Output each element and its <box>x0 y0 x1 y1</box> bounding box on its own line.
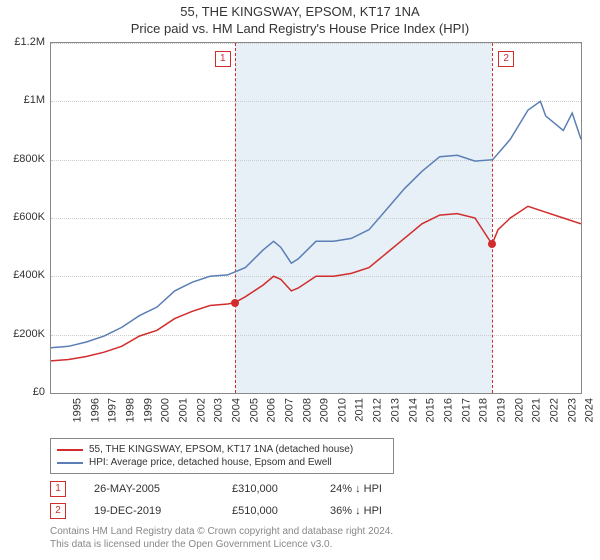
y-tick-label: £1.2M <box>5 36 45 48</box>
x-tick-label: 2009 <box>319 398 331 422</box>
chart-title: 55, THE KINGSWAY, EPSOM, KT17 1NA <box>0 4 600 19</box>
x-tick-label: 1999 <box>142 398 154 422</box>
x-tick-label: 2008 <box>301 398 313 422</box>
footer-line-1: Contains HM Land Registry data © Crown c… <box>50 526 393 539</box>
event-table-price: £510,000 <box>232 505 302 517</box>
event-table-callout: 2 <box>50 503 66 519</box>
x-tick-label: 2014 <box>407 398 419 422</box>
event-table-price: £310,000 <box>232 483 302 495</box>
x-tick-label: 2013 <box>389 398 401 422</box>
event-table-hpi: 36% ↓ HPI <box>330 505 410 517</box>
x-tick-label: 2003 <box>213 398 225 422</box>
x-tick-label: 2017 <box>460 398 472 422</box>
x-tick-label: 1995 <box>71 398 83 422</box>
x-tick-label: 2001 <box>177 398 189 422</box>
x-tick-label: 2002 <box>195 398 207 422</box>
x-tick-label: 1998 <box>124 398 136 422</box>
x-tick-label: 2016 <box>442 398 454 422</box>
x-tick-label: 2005 <box>248 398 260 422</box>
x-tick-label: 2007 <box>283 398 295 422</box>
event-table-row: 1 26-MAY-2005 £310,000 24% ↓ HPI <box>50 478 410 500</box>
legend-swatch <box>57 449 83 451</box>
chart-root: 55, THE KINGSWAY, EPSOM, KT17 1NA Price … <box>0 0 600 560</box>
x-tick-label: 1996 <box>89 398 101 422</box>
x-tick-label: 1997 <box>107 398 119 422</box>
event-table-callout: 1 <box>50 481 66 497</box>
x-tick-label: 2000 <box>160 398 172 422</box>
series-svg <box>51 43 581 393</box>
series-hpi <box>51 101 581 347</box>
x-tick-label: 2020 <box>513 398 525 422</box>
x-tick-label: 2023 <box>566 398 578 422</box>
event-table-date: 19-DEC-2019 <box>94 505 204 517</box>
x-tick-label: 2012 <box>372 398 384 422</box>
legend-swatch <box>57 462 83 464</box>
footer-line-2: This data is licensed under the Open Gov… <box>50 539 393 552</box>
x-tick-label: 2019 <box>495 398 507 422</box>
legend: 55, THE KINGSWAY, EPSOM, KT17 1NA (detac… <box>50 438 394 474</box>
event-table-hpi: 24% ↓ HPI <box>330 483 410 495</box>
legend-label: HPI: Average price, detached house, Epso… <box>89 457 332 468</box>
x-tick-label: 2024 <box>584 398 596 422</box>
sale-events-table: 1 26-MAY-2005 £310,000 24% ↓ HPI 2 19-DEC-201… <box>50 478 410 522</box>
legend-row: 55, THE KINGSWAY, EPSOM, KT17 1NA (detac… <box>57 443 387 456</box>
y-tick-label: £600K <box>5 211 45 223</box>
legend-row: HPI: Average price, detached house, Epso… <box>57 456 387 469</box>
x-tick-label: 2021 <box>531 398 543 422</box>
y-tick-label: £400K <box>5 269 45 281</box>
x-tick-label: 2011 <box>353 398 365 422</box>
event-table-date: 26-MAY-2005 <box>94 483 204 495</box>
event-table-row: 2 19-DEC-2019 £510,000 36% ↓ HPI <box>50 500 410 522</box>
title-block: 55, THE KINGSWAY, EPSOM, KT17 1NA Price … <box>0 0 600 36</box>
legend-label: 55, THE KINGSWAY, EPSOM, KT17 1NA (detac… <box>89 444 353 455</box>
footer-note: Contains HM Land Registry data © Crown c… <box>50 526 393 551</box>
plot-area: 12 <box>50 42 582 394</box>
chart-subtitle: Price paid vs. HM Land Registry's House … <box>0 21 600 36</box>
series-price_paid <box>51 206 581 361</box>
y-tick-label: £0 <box>5 386 45 398</box>
y-tick-label: £800K <box>5 153 45 165</box>
y-tick-label: £1M <box>5 94 45 106</box>
x-tick-label: 2006 <box>266 398 278 422</box>
x-tick-label: 2022 <box>548 398 560 422</box>
x-tick-label: 2015 <box>425 398 437 422</box>
x-tick-label: 2018 <box>478 398 490 422</box>
y-tick-label: £200K <box>5 328 45 340</box>
x-tick-label: 2010 <box>336 398 348 422</box>
x-tick-label: 2004 <box>230 398 242 422</box>
